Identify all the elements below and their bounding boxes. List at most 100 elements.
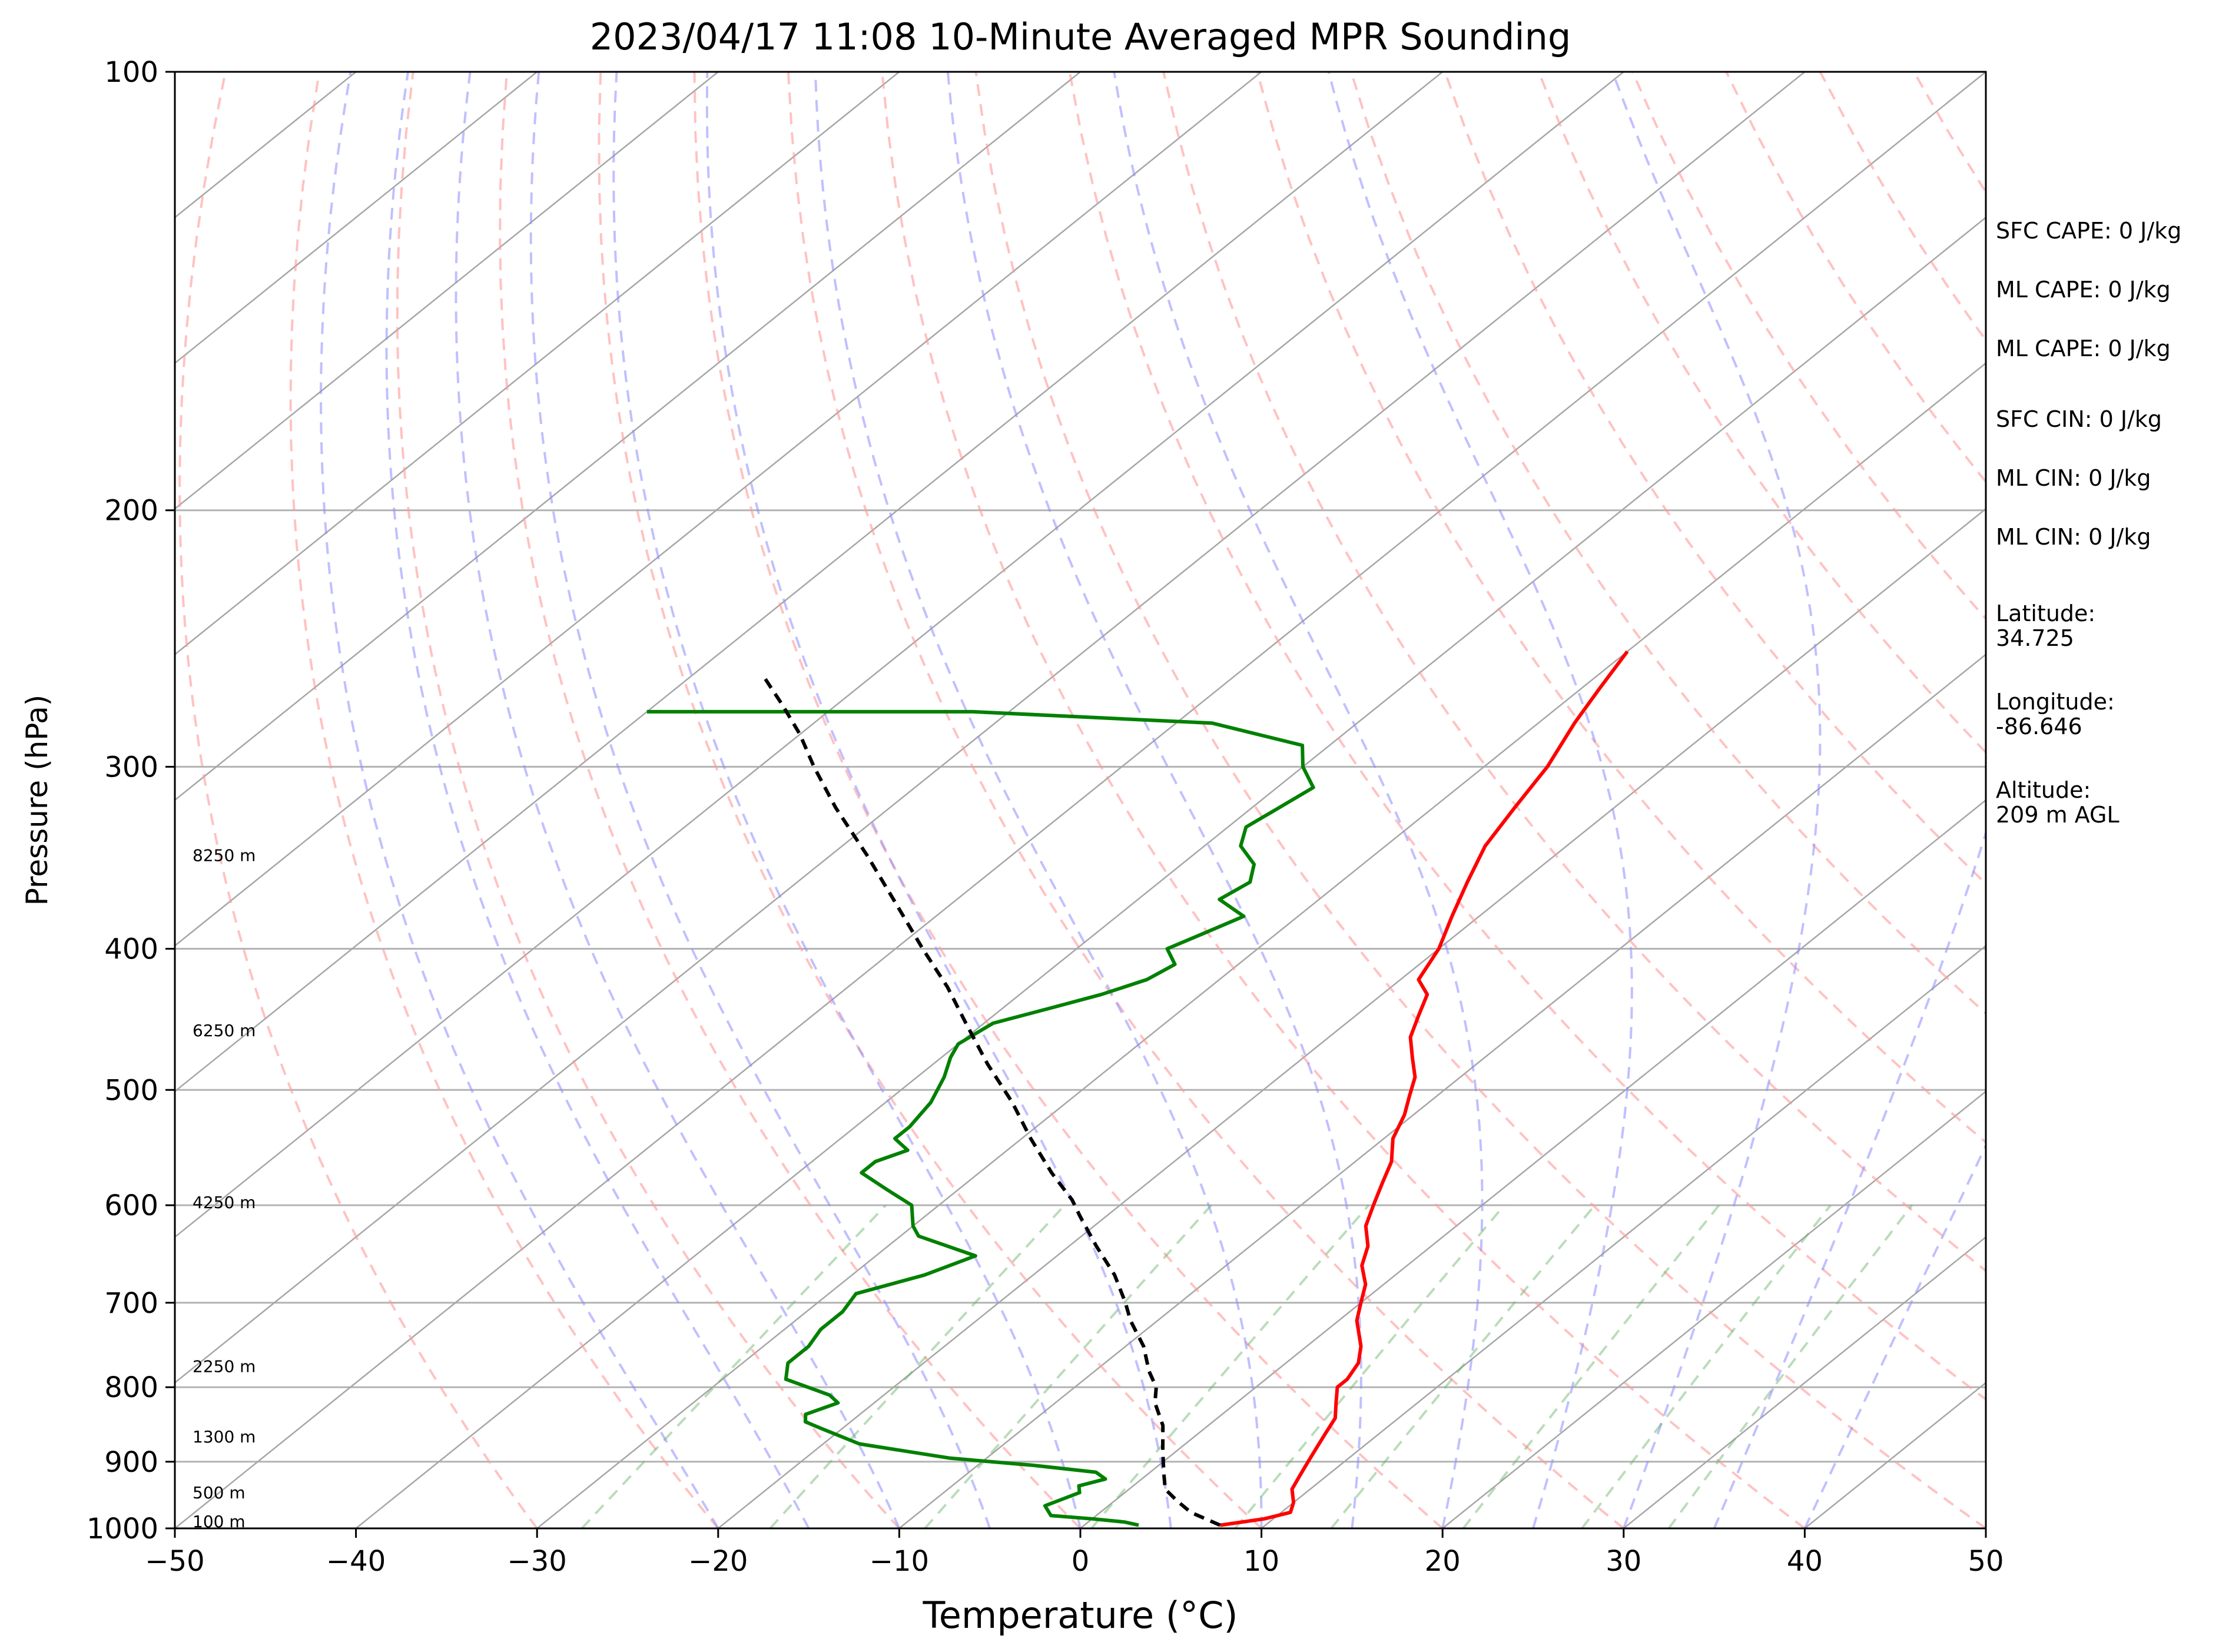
moist-adiabat-line xyxy=(814,72,1263,1528)
ml-cin-text-2: ML CIN: 0 J/kg xyxy=(1996,524,2151,550)
chart-title: 2023/04/17 11:08 10-Minute Averaged MPR … xyxy=(590,15,1571,58)
moist-adiabat-line xyxy=(320,72,719,1528)
dry-adiabat-line xyxy=(974,72,1986,1528)
background-guide-lines xyxy=(175,72,2229,1528)
dry-adiabat-line xyxy=(1162,72,1986,1273)
height-label: 8250 m xyxy=(193,846,256,865)
x-tick-label: −10 xyxy=(870,1545,929,1578)
dewpoint-trace xyxy=(646,709,1315,1527)
height-label: 100 m xyxy=(193,1512,246,1531)
isotherm-line xyxy=(175,72,1081,801)
latitude-value: 34.725 xyxy=(1996,625,2074,651)
mixing-ratio-line xyxy=(1234,1204,1505,1528)
mixing-ratio-line xyxy=(1581,1204,1832,1528)
isotherm-line xyxy=(175,72,538,364)
isotherm-line xyxy=(355,216,1986,1528)
dry-adiabat-line xyxy=(178,72,538,1528)
dry-adiabat-line xyxy=(598,72,1262,1528)
moist-adiabat-line xyxy=(1327,72,1633,1528)
dry-adiabat-line xyxy=(881,72,1806,1528)
altitude-value: 209 m AGL xyxy=(1996,802,2119,828)
x-tick-label: 0 xyxy=(1072,1545,1090,1578)
dry-adiabat-line xyxy=(289,72,719,1528)
y-tick-label: 1000 xyxy=(87,1512,158,1545)
x-tick-label: −50 xyxy=(145,1545,204,1578)
x-tick-label: −30 xyxy=(508,1545,567,1578)
x-tick-label: 20 xyxy=(1425,1545,1461,1578)
dry-adiabat-line xyxy=(1444,72,1986,885)
ml-cape-text: ML CAPE: 0 J/kg xyxy=(1996,277,2171,303)
moist-adiabat-line xyxy=(705,72,1172,1528)
moist-adiabat-line xyxy=(1113,72,1484,1528)
y-tick-label: 200 xyxy=(104,495,158,528)
dry-adiabat-line xyxy=(396,72,900,1528)
ml-cin-text: ML CIN: 0 J/kg xyxy=(1996,465,2151,491)
x-axis-label: Temperature (°C) xyxy=(922,1594,1238,1637)
mixing-ratio-line xyxy=(1330,1204,1596,1528)
moist-adiabat-line xyxy=(1713,72,1986,1528)
sfc-cin-text: SFC CIN: 0 J/kg xyxy=(1996,406,2162,432)
moist-adiabat-line xyxy=(455,72,901,1528)
height-label: 500 m xyxy=(193,1483,246,1502)
x-tick-label: −40 xyxy=(326,1545,386,1578)
isotherm-line xyxy=(175,72,900,656)
moist-adiabat-line xyxy=(385,72,810,1528)
x-tick-label: 50 xyxy=(1968,1545,2004,1578)
height-label: 6250 m xyxy=(193,1021,256,1040)
y-tick-label: 300 xyxy=(104,751,158,784)
isotherm-line xyxy=(175,72,1262,947)
isotherm-line xyxy=(175,72,1986,1528)
isotherm-line xyxy=(175,72,1443,1093)
moist-adiabat-line xyxy=(529,72,991,1528)
x-tick-label: 10 xyxy=(1243,1545,1279,1578)
mixing-ratio-line xyxy=(1667,1204,1913,1528)
isotherm-line xyxy=(175,72,719,510)
mixing-ratio-line xyxy=(769,1204,1066,1528)
sfc-cape-text: SFC CAPE: 0 J/kg xyxy=(1996,218,2182,244)
height-label: 2250 m xyxy=(193,1357,256,1376)
isotherm-line xyxy=(175,72,1806,1384)
y-tick-label: 800 xyxy=(104,1371,158,1404)
dry-adiabat-line xyxy=(499,72,1082,1528)
mixing-ratio-line xyxy=(924,1204,1212,1528)
dry-adiabat-line xyxy=(693,72,1444,1528)
height-label: 1300 m xyxy=(193,1427,256,1447)
longitude-label: Longitude: xyxy=(1996,689,2115,715)
x-tick-label: 30 xyxy=(1606,1545,1641,1578)
temperature-trace xyxy=(1219,650,1629,1527)
y-tick-label: 500 xyxy=(104,1074,158,1107)
dry-adiabat-line xyxy=(2195,72,2229,1528)
moist-adiabat-line xyxy=(1611,72,1822,1528)
y-axis-label: Pressure (hPa) xyxy=(20,695,54,906)
y-tick-label: 100 xyxy=(104,56,158,89)
isotherm-line xyxy=(898,653,1986,1528)
isotherm-line xyxy=(1442,1090,1986,1528)
x-tick-label: 40 xyxy=(1787,1545,1823,1578)
axes: 100 m 500 m 1300 m 2250 m 4250 m 6250 m 8250 m… xyxy=(87,56,2004,1578)
isotherm-line xyxy=(2167,72,2229,1528)
mixing-ratio-line xyxy=(1090,1204,1370,1528)
isotherm-line xyxy=(718,507,1986,1528)
y-tick-label: 400 xyxy=(104,933,158,966)
isotherm-line xyxy=(1080,799,1986,1528)
longitude-value: -86.646 xyxy=(1996,714,2082,739)
isotherm-line xyxy=(1261,944,1986,1528)
mixing-ratio-line xyxy=(1462,1204,1720,1528)
parcel-trace xyxy=(762,675,1221,1527)
latitude-label: Latitude: xyxy=(1996,601,2096,626)
isotherm-line xyxy=(175,72,1624,1238)
moist-adiabat-line xyxy=(612,72,1082,1528)
y-tick-label: 600 xyxy=(104,1189,158,1222)
sounding-traces xyxy=(646,650,1629,1527)
dry-adiabat-line xyxy=(1349,72,1986,1016)
dry-adiabat-line xyxy=(1068,72,1986,1401)
mixing-ratio-line xyxy=(581,1204,887,1528)
x-tick-label: −20 xyxy=(688,1545,748,1578)
isotherm-line xyxy=(536,362,1986,1528)
dry-adiabat-line xyxy=(787,72,1625,1528)
isotherm-line xyxy=(1623,1236,1986,1528)
y-tick-label: 700 xyxy=(104,1287,158,1320)
ml-cape-text-2: ML CAPE: 0 J/kg xyxy=(1996,336,2171,361)
y-tick-label: 900 xyxy=(104,1446,158,1479)
